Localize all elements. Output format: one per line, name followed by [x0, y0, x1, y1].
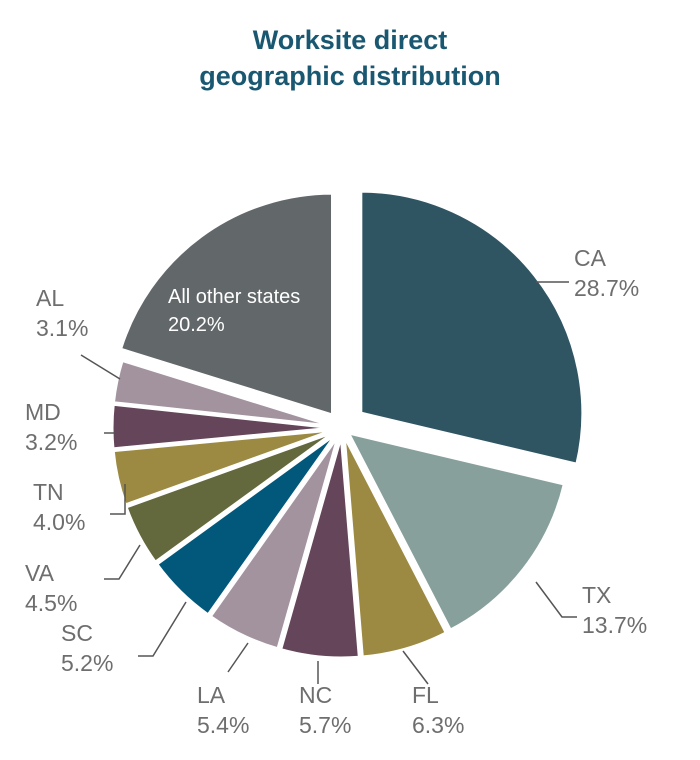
- slice-label-al: AL 3.1%: [36, 285, 88, 341]
- slice-label-value-la: 5.4%: [197, 712, 249, 738]
- pie-slice-fl: [342, 434, 448, 659]
- slice-label-value-al: 3.1%: [36, 315, 88, 341]
- slice-label-name-nc: NC: [299, 682, 332, 708]
- slice-label-name-al: AL: [36, 285, 64, 311]
- slice-label-md: MD 3.2%: [25, 399, 77, 455]
- slice-label-value-nc: 5.7%: [299, 712, 351, 738]
- pie-slice-md: [110, 402, 336, 451]
- leader-line-fl: [402, 650, 429, 685]
- slice-label-value-tn: 4.0%: [33, 509, 85, 535]
- slice-label-name-md: MD: [25, 399, 61, 425]
- slice-label-fl: FL 6.3%: [412, 682, 464, 738]
- pie-slice-sc: [155, 432, 338, 617]
- leader-line-tx: [535, 581, 577, 618]
- slice-label-va: VA 4.5%: [25, 560, 77, 616]
- slice-label-name-tn: TN: [33, 479, 64, 505]
- slice-label-sc: SC 5.2%: [61, 620, 113, 676]
- slice-label-name-la: LA: [197, 682, 226, 708]
- slice-label-name-ca: CA: [574, 245, 607, 271]
- slice-label-value-ca: 28.7%: [574, 275, 639, 301]
- pie-slice-all-other-states: [119, 191, 335, 417]
- leader-line-tn: [110, 484, 126, 515]
- pie-slice-nc: [279, 434, 361, 660]
- slice-label-la: LA 5.4%: [197, 682, 249, 738]
- slice-label-ca: CA 28.7%: [574, 245, 639, 301]
- slice-label-all-other-states: All other states 20.2%: [168, 286, 300, 336]
- pie-slice-la: [208, 433, 341, 651]
- slice-label-value-tx: 13.7%: [582, 612, 647, 638]
- chart-title: Worksite direct geographic distribution: [0, 22, 700, 94]
- pie-slice-va: [124, 430, 337, 564]
- slice-label-value-sc: 5.2%: [61, 650, 113, 676]
- slice-label-tx: TX 13.7%: [582, 582, 647, 638]
- slice-label-value-all-other-states: 20.2%: [168, 314, 225, 336]
- slice-label-name-va: VA: [25, 560, 55, 586]
- leader-line-va: [104, 544, 141, 580]
- chart-title-line-2: geographic distribution: [199, 61, 501, 91]
- slice-label-value-md: 3.2%: [25, 429, 77, 455]
- slice-label-value-va: 4.5%: [25, 590, 77, 616]
- slice-label-name-all-other-states: All other states: [168, 286, 300, 308]
- leader-line-la: [227, 642, 249, 673]
- slice-label-name-tx: TX: [582, 582, 611, 608]
- pie-slice-al: [111, 358, 336, 428]
- leader-line-al: [80, 354, 121, 380]
- slice-label-name-fl: FL: [412, 682, 439, 708]
- slice-label-nc: NC 5.7%: [299, 682, 351, 738]
- pie-slice-tx: [346, 431, 566, 632]
- leader-line-sc: [138, 601, 187, 657]
- slice-label-name-sc: SC: [61, 620, 93, 646]
- pie-slice-ca: [359, 189, 585, 466]
- slice-label-value-fl: 6.3%: [412, 712, 464, 738]
- chart-title-line-1: Worksite direct: [252, 25, 448, 55]
- slice-label-tn: TN 4.0%: [33, 479, 85, 535]
